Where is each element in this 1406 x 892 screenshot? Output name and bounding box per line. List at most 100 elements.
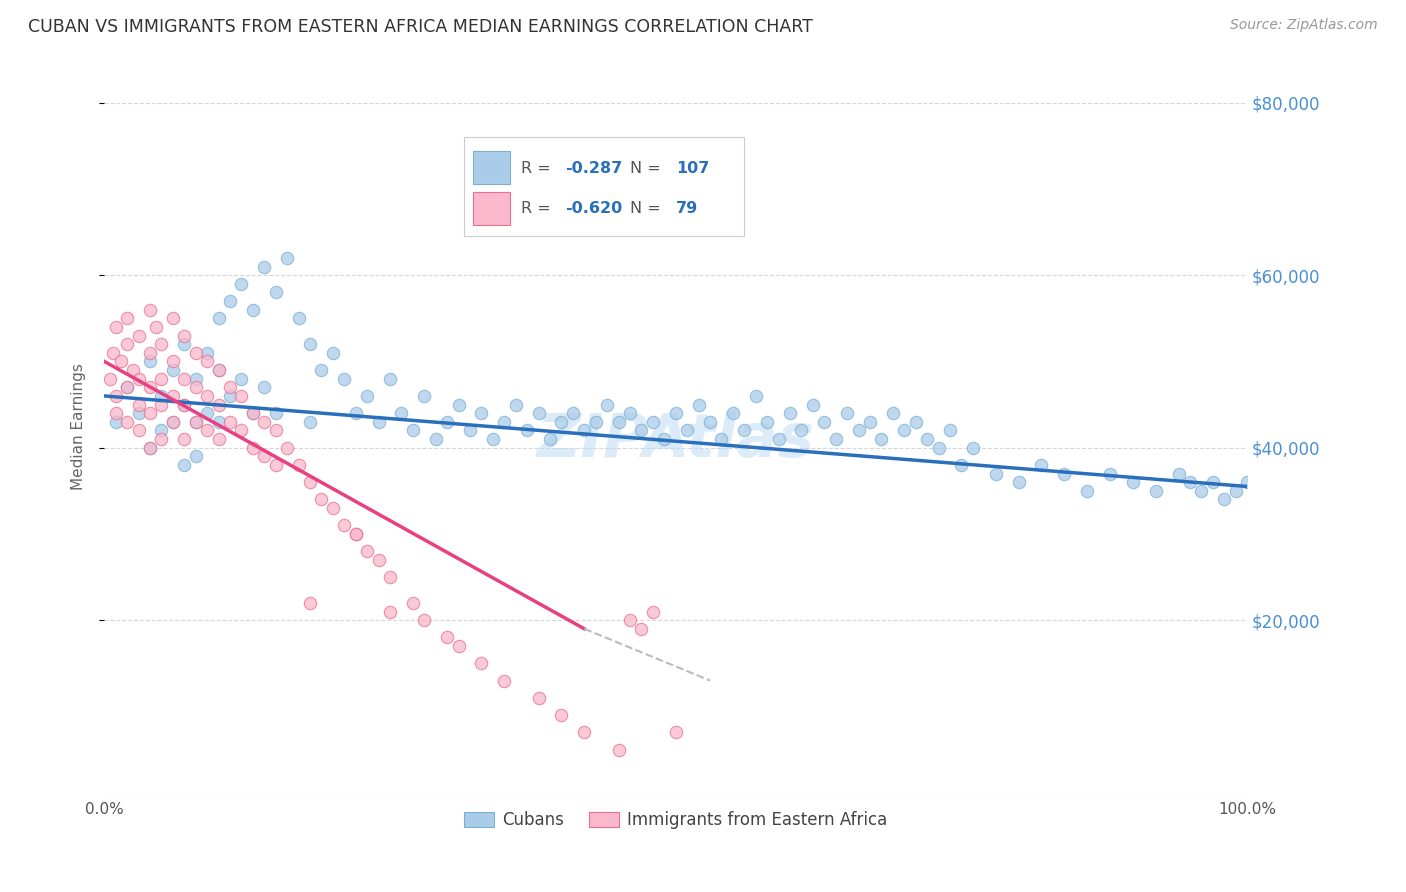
Point bbox=[641, 605, 664, 619]
Point bbox=[104, 389, 127, 403]
Point bbox=[287, 311, 309, 326]
Point bbox=[1167, 467, 1189, 481]
Point bbox=[1099, 467, 1122, 481]
Point bbox=[242, 302, 264, 317]
Point bbox=[494, 673, 516, 688]
Point bbox=[447, 639, 470, 653]
Point bbox=[115, 380, 138, 394]
Point bbox=[122, 363, 145, 377]
Point bbox=[173, 398, 195, 412]
Text: -0.287: -0.287 bbox=[565, 161, 621, 176]
Point bbox=[527, 406, 550, 420]
Point bbox=[242, 406, 264, 420]
Point bbox=[184, 415, 207, 429]
Point bbox=[1007, 475, 1029, 490]
Point bbox=[115, 380, 138, 394]
Point bbox=[665, 406, 688, 420]
Point bbox=[139, 441, 162, 455]
Point bbox=[298, 596, 321, 610]
Point bbox=[145, 320, 167, 334]
Point bbox=[184, 346, 207, 360]
Point bbox=[561, 406, 583, 420]
Point bbox=[128, 406, 150, 420]
Point bbox=[1178, 475, 1201, 490]
Point bbox=[607, 742, 630, 756]
Point bbox=[128, 424, 150, 438]
Text: 107: 107 bbox=[676, 161, 709, 176]
FancyBboxPatch shape bbox=[474, 152, 510, 185]
Point bbox=[801, 398, 824, 412]
Point bbox=[264, 285, 287, 300]
Point bbox=[150, 432, 173, 446]
Point bbox=[104, 406, 127, 420]
Point bbox=[721, 406, 744, 420]
Point bbox=[195, 346, 218, 360]
Text: R =: R = bbox=[522, 161, 557, 176]
Point bbox=[470, 657, 492, 671]
Point bbox=[173, 432, 195, 446]
Point bbox=[344, 527, 367, 541]
Point bbox=[619, 613, 641, 627]
Point bbox=[676, 424, 699, 438]
Point bbox=[436, 415, 458, 429]
Point bbox=[298, 337, 321, 351]
Text: ZIPAtlas: ZIPAtlas bbox=[537, 411, 814, 470]
Point bbox=[378, 372, 401, 386]
Point bbox=[402, 424, 425, 438]
Point bbox=[710, 432, 733, 446]
Legend: Cubans, Immigrants from Eastern Africa: Cubans, Immigrants from Eastern Africa bbox=[457, 805, 894, 836]
Point bbox=[619, 406, 641, 420]
Point bbox=[173, 328, 195, 343]
Point bbox=[344, 406, 367, 420]
Point bbox=[98, 372, 121, 386]
Point bbox=[207, 311, 229, 326]
Text: R =: R = bbox=[522, 201, 557, 216]
Point bbox=[688, 398, 710, 412]
Point bbox=[413, 389, 436, 403]
Point bbox=[311, 492, 333, 507]
Point bbox=[1236, 475, 1258, 490]
Point bbox=[104, 415, 127, 429]
Point bbox=[322, 501, 344, 516]
Point bbox=[391, 406, 413, 420]
Point bbox=[195, 424, 218, 438]
Point bbox=[150, 424, 173, 438]
Point bbox=[139, 346, 162, 360]
Point bbox=[298, 475, 321, 490]
Text: -0.620: -0.620 bbox=[565, 201, 621, 216]
Point bbox=[128, 398, 150, 412]
Point bbox=[1202, 475, 1225, 490]
Point bbox=[104, 320, 127, 334]
Point bbox=[1225, 483, 1247, 498]
Point bbox=[882, 406, 904, 420]
Point bbox=[287, 458, 309, 472]
Point bbox=[264, 424, 287, 438]
Point bbox=[253, 450, 276, 464]
Point bbox=[893, 424, 915, 438]
Point bbox=[253, 260, 276, 274]
Text: Source: ZipAtlas.com: Source: ZipAtlas.com bbox=[1230, 18, 1378, 32]
Text: CUBAN VS IMMIGRANTS FROM EASTERN AFRICA MEDIAN EARNINGS CORRELATION CHART: CUBAN VS IMMIGRANTS FROM EASTERN AFRICA … bbox=[28, 18, 813, 36]
FancyBboxPatch shape bbox=[464, 136, 744, 235]
Point bbox=[550, 415, 572, 429]
Point bbox=[173, 372, 195, 386]
Point bbox=[276, 441, 298, 455]
Point bbox=[1122, 475, 1144, 490]
Point bbox=[641, 415, 664, 429]
Point bbox=[150, 398, 173, 412]
Text: 79: 79 bbox=[676, 201, 697, 216]
Point bbox=[333, 518, 356, 533]
Point bbox=[447, 398, 470, 412]
Point bbox=[962, 441, 984, 455]
Point bbox=[813, 415, 835, 429]
Point bbox=[231, 424, 253, 438]
Point bbox=[115, 337, 138, 351]
Point bbox=[162, 354, 184, 368]
Point bbox=[195, 389, 218, 403]
Point bbox=[184, 415, 207, 429]
Point bbox=[110, 354, 132, 368]
Point bbox=[207, 363, 229, 377]
Point bbox=[298, 415, 321, 429]
Point bbox=[745, 389, 768, 403]
Point bbox=[779, 406, 801, 420]
